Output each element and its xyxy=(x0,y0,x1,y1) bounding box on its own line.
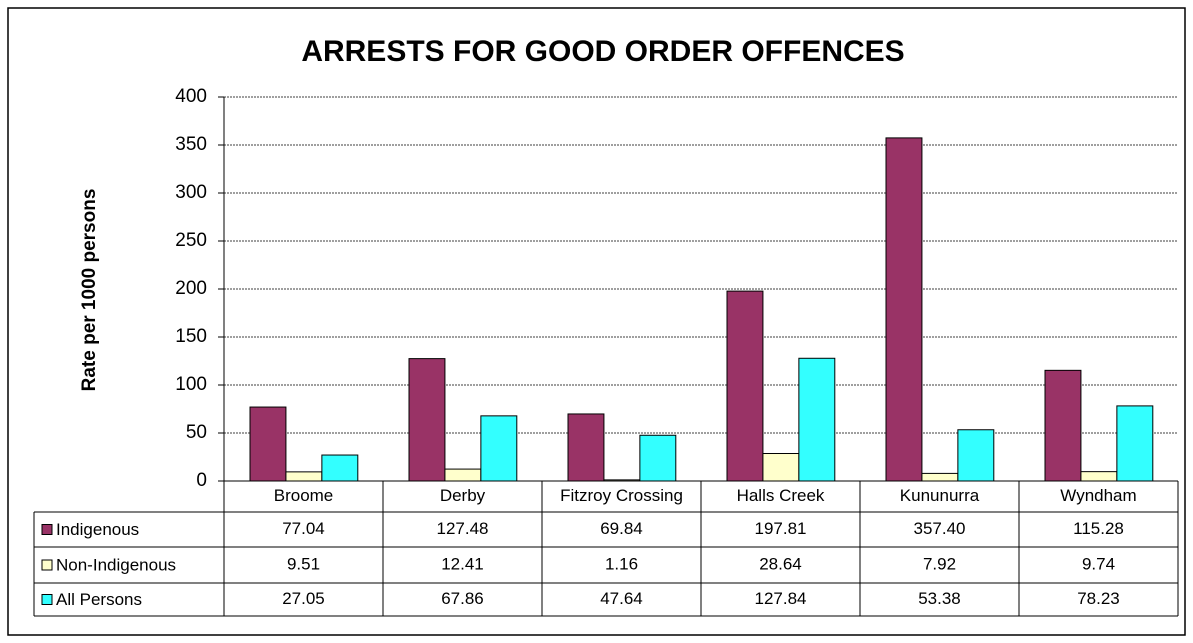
legend-swatch xyxy=(41,559,53,571)
x-tick-label: Wyndham xyxy=(1060,486,1136,505)
table-value: 1.16 xyxy=(605,554,638,573)
x-tick-label: Broome xyxy=(274,486,334,505)
bar xyxy=(480,415,518,482)
y-tick-label: 400 xyxy=(175,86,207,107)
table-value: 67.86 xyxy=(441,589,484,608)
table-value: 115.28 xyxy=(1073,519,1124,538)
bar xyxy=(1080,471,1118,482)
chart-border xyxy=(7,7,1186,636)
table-value: 53.38 xyxy=(918,589,961,608)
chart-title: ARRESTS FOR GOOD ORDER OFFENCES xyxy=(301,35,904,68)
legend-swatch xyxy=(41,524,53,535)
bar xyxy=(885,137,923,482)
x-tick-label: Derby xyxy=(440,486,486,505)
bar xyxy=(639,434,677,482)
bar xyxy=(957,429,995,482)
y-tick-label: 150 xyxy=(175,326,207,347)
table-value: 78.23 xyxy=(1077,589,1120,608)
bar xyxy=(249,406,287,482)
legend-label: Indigenous xyxy=(56,520,139,539)
x-tick-label: Fitzroy Crossing xyxy=(560,486,683,505)
x-tick-label: Halls Creek xyxy=(737,486,825,505)
bar xyxy=(408,358,446,482)
x-tick-label: Kununurra xyxy=(900,486,980,505)
table-value: 12.41 xyxy=(441,554,484,573)
table-value: 9.74 xyxy=(1082,554,1115,573)
table-value: 127.48 xyxy=(437,519,489,538)
y-tick-label: 0 xyxy=(196,470,207,491)
bar xyxy=(285,471,323,482)
table-value: 69.84 xyxy=(600,519,643,538)
legend-label: Non-Indigenous xyxy=(56,555,176,574)
bar xyxy=(726,290,764,482)
y-tick-label: 350 xyxy=(175,134,207,155)
bar xyxy=(444,468,482,482)
bar xyxy=(762,453,800,482)
bar xyxy=(321,454,359,482)
bar xyxy=(1116,405,1154,482)
y-tick-label: 100 xyxy=(175,374,207,395)
y-tick-label: 200 xyxy=(175,278,207,299)
table-value: 197.81 xyxy=(755,519,807,538)
table-value: 28.64 xyxy=(759,554,802,573)
bar xyxy=(1044,369,1082,482)
bar xyxy=(921,472,959,482)
table-value: 77.04 xyxy=(282,519,325,538)
table-value: 9.51 xyxy=(287,554,320,573)
table-value: 7.92 xyxy=(923,554,956,573)
bar xyxy=(798,357,836,482)
table-value: 47.64 xyxy=(600,589,643,608)
y-tick-label: 50 xyxy=(186,422,207,443)
table-value: 27.05 xyxy=(282,589,325,608)
y-tick-label: 250 xyxy=(175,230,207,251)
table-value: 127.84 xyxy=(755,589,807,608)
legend-label: All Persons xyxy=(56,590,142,609)
y-tick-label: 300 xyxy=(175,182,207,203)
bar xyxy=(567,413,605,482)
legend-swatch xyxy=(41,594,53,605)
table-value: 357.40 xyxy=(914,519,966,538)
y-axis-label: Rate per 1000 persons xyxy=(79,189,100,392)
